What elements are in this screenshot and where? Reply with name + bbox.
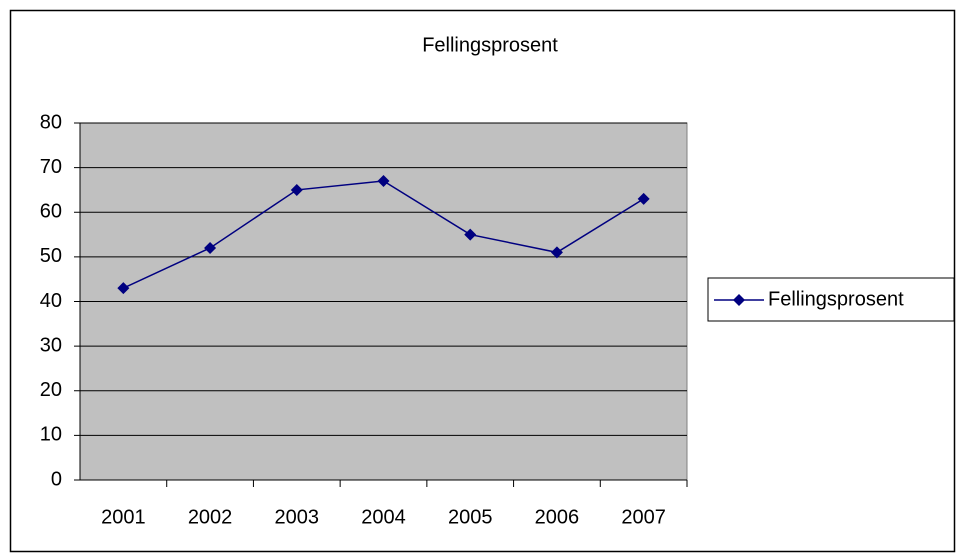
legend-label: Fellingsprosent bbox=[768, 288, 904, 310]
x-tick-label: 2001 bbox=[101, 506, 146, 528]
x-tick-label: 2007 bbox=[621, 506, 666, 528]
legend-marker bbox=[733, 294, 745, 306]
y-tick-label: 0 bbox=[51, 468, 62, 490]
x-tick-label: 2003 bbox=[275, 506, 320, 528]
y-tick-label: 70 bbox=[40, 156, 62, 178]
data-point bbox=[550, 246, 563, 259]
y-tick-label: 10 bbox=[40, 424, 62, 446]
y-tick-label: 30 bbox=[40, 334, 62, 356]
data-point bbox=[290, 183, 303, 196]
chart-title: Fellingsprosent bbox=[422, 34, 558, 56]
data-point bbox=[117, 282, 130, 295]
x-tick-label: 2002 bbox=[188, 506, 233, 528]
y-tick-label: 80 bbox=[40, 111, 62, 133]
y-tick-label: 20 bbox=[40, 379, 62, 401]
data-point bbox=[464, 228, 477, 241]
y-tick-label: 40 bbox=[40, 290, 62, 312]
x-tick-label: 2004 bbox=[361, 506, 406, 528]
x-tick-label: 2006 bbox=[535, 506, 580, 528]
x-tick-label: 2005 bbox=[448, 506, 493, 528]
data-point bbox=[204, 241, 217, 254]
y-tick-label: 60 bbox=[40, 201, 62, 223]
data-point bbox=[377, 175, 390, 188]
y-tick-label: 50 bbox=[40, 245, 62, 267]
data-point bbox=[637, 192, 650, 205]
